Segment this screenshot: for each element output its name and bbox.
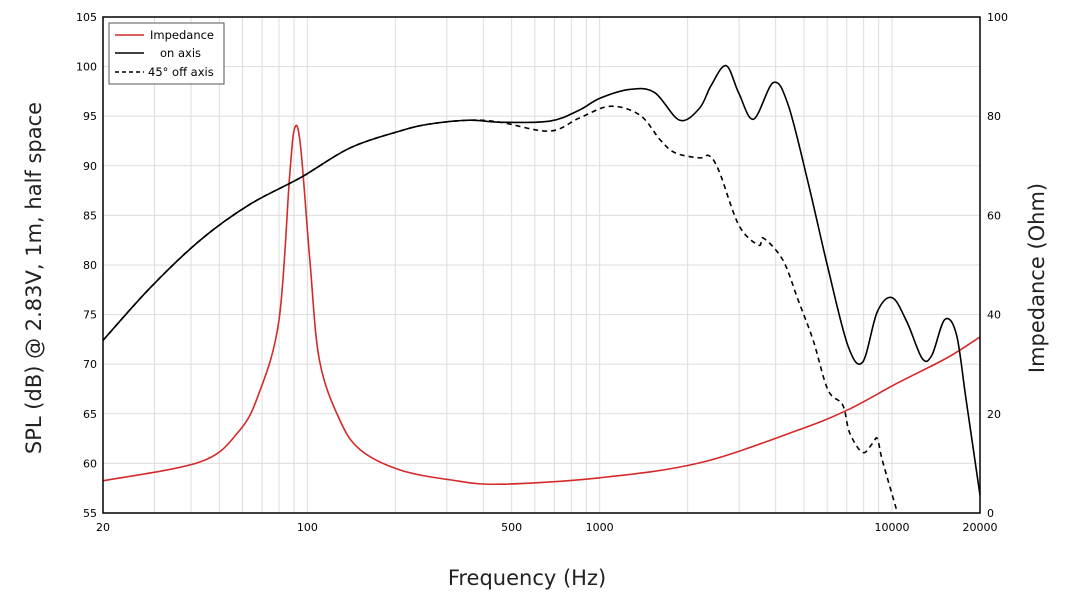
legend-label-impedance: Impedance xyxy=(150,28,214,42)
x-tick-label: 20000 xyxy=(963,521,998,534)
ticks: 55 60 65 70 75 80 85 90 95 100 105 0 20 40 60 80 100 20 10… xyxy=(76,11,1008,534)
y-tick-label: 70 xyxy=(83,358,97,371)
y-tick-label: 60 xyxy=(83,457,97,470)
x-tick-label: 100 xyxy=(297,521,318,534)
y2-tick-label: 100 xyxy=(987,11,1008,24)
y-tick-label: 75 xyxy=(83,309,97,322)
y-tick-label: 80 xyxy=(83,259,97,272)
y2-tick-label: 0 xyxy=(987,507,994,520)
y-tick-label: 55 xyxy=(83,507,97,520)
y-tick-label: 95 xyxy=(83,110,97,123)
x-tick-label: 500 xyxy=(501,521,522,534)
y-tick-label: 85 xyxy=(83,209,97,222)
y2-tick-label: 20 xyxy=(987,408,1001,421)
series-line-off-axis xyxy=(102,105,899,514)
y2-tick-label: 40 xyxy=(987,309,1001,322)
plot-frame xyxy=(102,16,981,514)
y-tick-label: 90 xyxy=(83,160,97,173)
x-tick-label: 20 xyxy=(96,521,110,534)
y-axis-label: SPL (dB) @ 2.83V, 1m, half space xyxy=(22,102,46,454)
y-tick-label: 65 xyxy=(83,408,97,421)
x-axis-label: Frequency (Hz) xyxy=(448,566,606,590)
legend-label-off-axis: 45° off axis xyxy=(148,65,214,79)
y-tick-label: 105 xyxy=(76,11,97,24)
series-line-impedance xyxy=(102,124,981,486)
x-tick-label: 10000 xyxy=(874,521,909,534)
grid xyxy=(103,16,980,514)
y2-tick-label: 60 xyxy=(987,209,1001,222)
x-tick-label: 1000 xyxy=(586,521,614,534)
y2-axis-label: Impedance (Ohm) xyxy=(1025,183,1049,373)
y-tick-label: 100 xyxy=(76,61,97,74)
legend: Impedance on axis 45° off axis xyxy=(108,22,225,85)
legend-label-on-axis: on axis xyxy=(160,46,201,60)
series-layer xyxy=(102,64,981,514)
y2-tick-label: 80 xyxy=(987,110,1001,123)
